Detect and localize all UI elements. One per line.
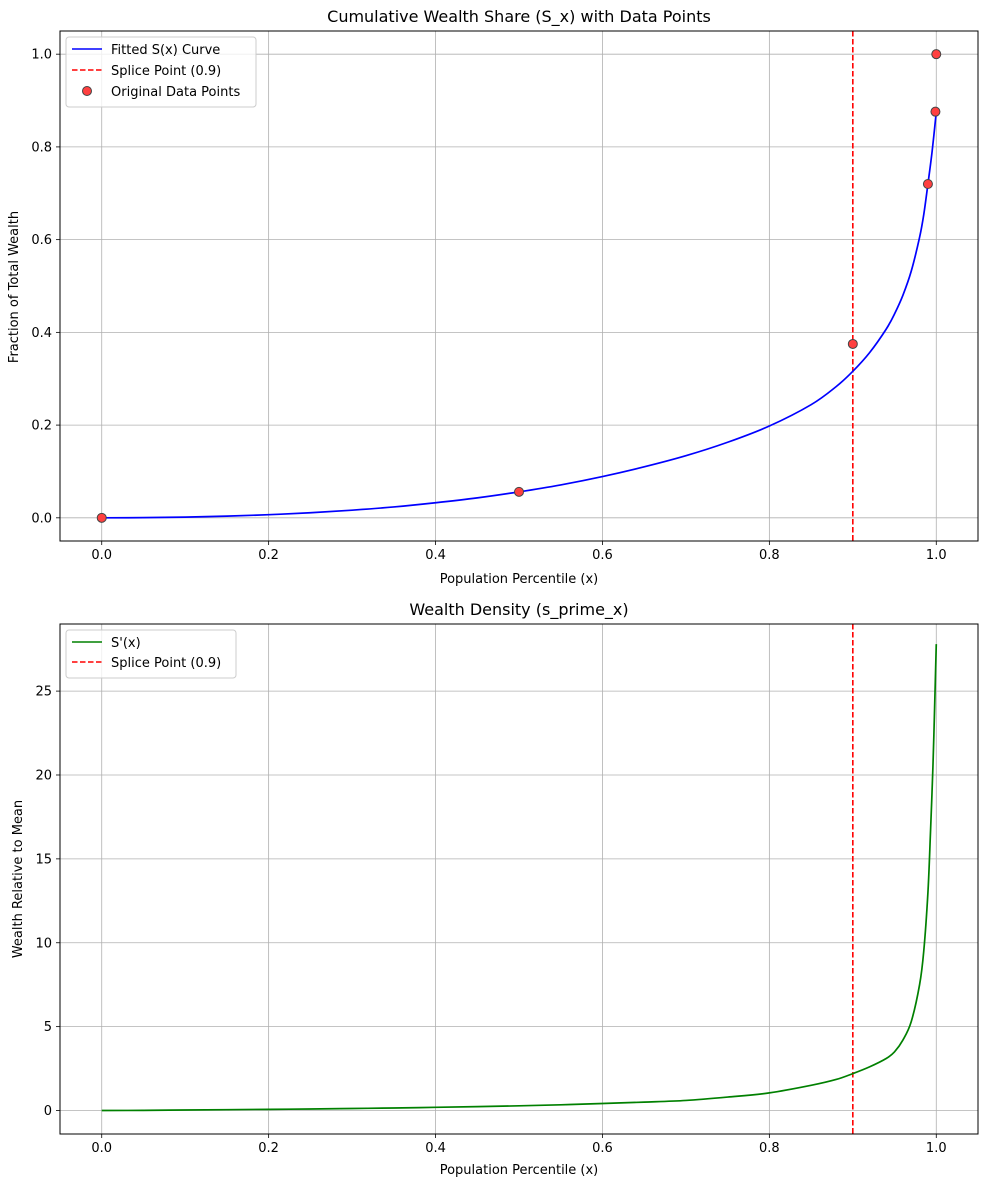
x-tick-label: 0.2 — [258, 548, 279, 563]
y-tick-label: 1.0 — [31, 48, 52, 63]
wealth-density-chart: Wealth Density (s_prime_x) Population Pe… — [11, 600, 979, 1178]
legend-box — [65, 629, 237, 679]
plot-frame — [59, 30, 979, 542]
y-tick-label: 10 — [35, 936, 52, 951]
ticks: 0.0 0.2 0.4 0.6 0.8 1.0 0.0 0.2 0.4 0.6 0.8 1.0 — [31, 48, 946, 563]
x-tick-label: 1.0 — [926, 1141, 947, 1156]
x-tick-label: 0.0 — [91, 1141, 112, 1156]
chart-title: Wealth Density (s_prime_x) — [409, 600, 628, 620]
y-tick-label: 0.6 — [31, 233, 52, 248]
legend: S'(x) Splice Point (0.9) — [65, 629, 237, 679]
x-tick-label: 0.0 — [91, 548, 112, 563]
legend-swatch-data-points — [82, 86, 92, 96]
legend-label-data-points: Original Data Points — [111, 85, 240, 100]
x-tick-label: 0.8 — [759, 548, 780, 563]
plot-frame — [59, 623, 979, 1135]
data-point — [847, 338, 858, 349]
data-point — [930, 106, 941, 117]
x-tick-label: 0.2 — [258, 1141, 279, 1156]
legend-label-splice: Splice Point (0.9) — [111, 656, 221, 671]
x-tick-label: 1.0 — [926, 548, 947, 563]
y-tick-label: 5 — [44, 1020, 52, 1035]
ticks: 0.0 0.2 0.4 0.6 0.8 1.0 0 5 10 15 20 25 — [35, 685, 946, 1156]
legend-label-sprime: S'(x) — [111, 636, 141, 651]
x-axis-label: Population Percentile (x) — [440, 1163, 599, 1178]
series-line — [101, 644, 938, 1112]
y-tick-label: 0.8 — [31, 140, 52, 155]
series-layer — [96, 49, 942, 523]
data-point — [931, 49, 942, 60]
data-point — [514, 486, 524, 497]
x-tick-label: 0.4 — [425, 1141, 446, 1156]
x-tick-label: 0.8 — [759, 1141, 780, 1156]
legend-label-splice: Splice Point (0.9) — [111, 64, 221, 79]
series-line — [101, 112, 938, 519]
series-layer — [101, 644, 938, 1112]
y-tick-label: 0.4 — [31, 326, 52, 341]
chart-title: Cumulative Wealth Share (S_x) with Data … — [327, 7, 711, 27]
x-axis-label: Population Percentile (x) — [440, 572, 599, 587]
data-point — [96, 512, 107, 523]
y-tick-label: 20 — [35, 768, 52, 783]
y-tick-label: 0.0 — [31, 511, 52, 526]
x-tick-label: 0.6 — [592, 1141, 613, 1156]
y-tick-label: 15 — [35, 852, 52, 867]
legend-box — [65, 36, 257, 108]
x-tick-label: 0.4 — [425, 548, 446, 563]
y-tick-label: 0 — [44, 1104, 52, 1119]
x-tick-label: 0.6 — [592, 548, 613, 563]
legend: Fitted S(x) Curve Splice Point (0.9) Ori… — [65, 36, 257, 108]
y-tick-label: 25 — [35, 685, 52, 700]
y-axis-label: Fraction of Total Wealth — [7, 211, 22, 363]
grid — [60, 624, 978, 1134]
y-tick-label: 0.2 — [31, 419, 52, 434]
legend-label-fitted: Fitted S(x) Curve — [111, 43, 220, 58]
cumulative-wealth-chart: Cumulative Wealth Share (S_x) with Data … — [7, 7, 979, 587]
data-point — [922, 179, 933, 189]
y-axis-label: Wealth Relative to Mean — [11, 800, 26, 958]
